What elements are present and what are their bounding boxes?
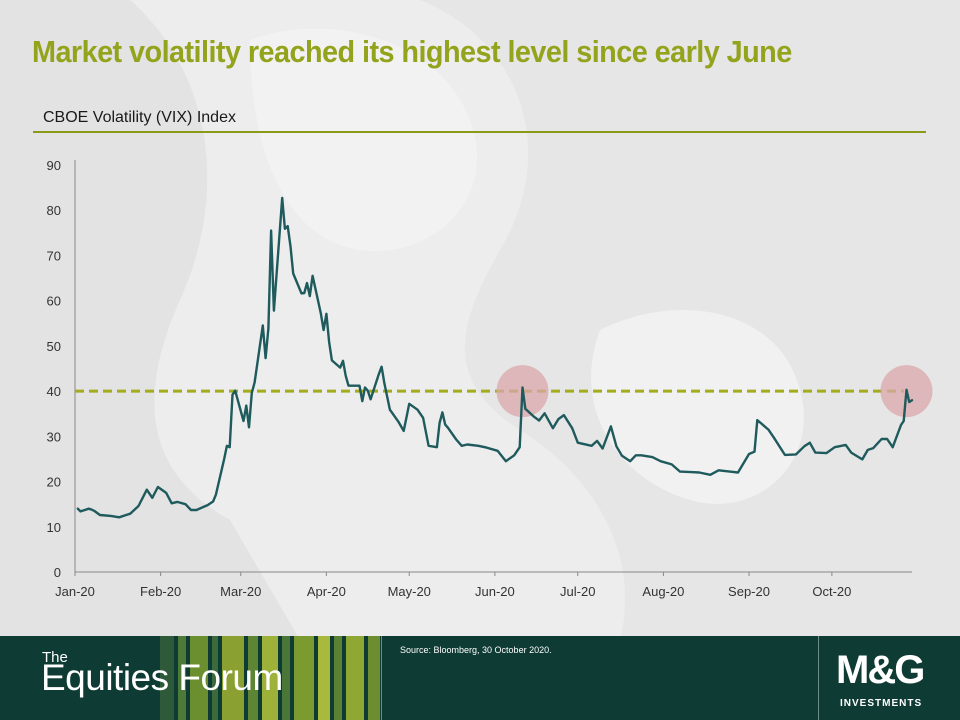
x-tick-label: Feb-20 — [140, 584, 181, 599]
y-tick-label: 10 — [47, 520, 61, 535]
y-tick-label: 20 — [47, 475, 61, 490]
footer-bar: The Source: Bloomberg, 30 October 2020. … — [0, 636, 960, 720]
x-tick-label: Sep-20 — [728, 584, 770, 599]
mg-logo-subtext: INVESTMENTS — [840, 698, 923, 709]
footer-the-label: The — [42, 649, 68, 666]
source-note: Source: Bloomberg, 30 October 2020. — [400, 645, 552, 655]
y-tick-label: 40 — [47, 384, 61, 399]
y-tick-label: 30 — [47, 429, 61, 444]
x-axis-ticks: Jan-20 Feb-20 Mar-20 Apr-20 May-20 Jun-20 Jul-… — [55, 572, 851, 599]
equities-forum-brand: Equities Forum — [41, 657, 283, 698]
x-tick-label: Apr-20 — [307, 584, 346, 599]
y-tick-label: 60 — [47, 294, 61, 309]
x-tick-label: Jan-20 — [55, 584, 95, 599]
subtitle-divider — [33, 131, 926, 133]
y-tick-label: 80 — [47, 203, 61, 218]
mg-logo: M&G — [836, 648, 925, 692]
vix-line-chart: 0 10 20 30 40 50 60 70 80 90 Jan-20 Feb-20 Mar-20 Ap… — [47, 158, 933, 599]
chart-subtitle: CBOE Volatility (VIX) Index — [43, 109, 236, 126]
x-tick-label: Oct-20 — [812, 584, 851, 599]
x-tick-label: May-20 — [388, 584, 431, 599]
y-tick-label: 70 — [47, 248, 61, 263]
y-axis-ticks: 0 10 20 30 40 50 60 70 80 90 — [47, 158, 61, 580]
chart-axes — [74, 160, 912, 573]
y-tick-label: 90 — [47, 158, 61, 173]
footer-stripes-decoration — [160, 636, 380, 720]
y-tick-label: 0 — [54, 565, 61, 580]
x-tick-label: Jun-20 — [475, 584, 515, 599]
x-tick-label: Aug-20 — [642, 584, 684, 599]
footer-divider — [818, 636, 819, 720]
page-title: Market volatility reached its highest le… — [32, 34, 792, 69]
vix-series-line — [76, 196, 914, 519]
x-tick-label: Jul-20 — [560, 584, 595, 599]
series-group — [76, 196, 914, 519]
y-tick-label: 50 — [47, 339, 61, 354]
footer-divider — [381, 636, 382, 720]
x-tick-label: Mar-20 — [220, 584, 261, 599]
